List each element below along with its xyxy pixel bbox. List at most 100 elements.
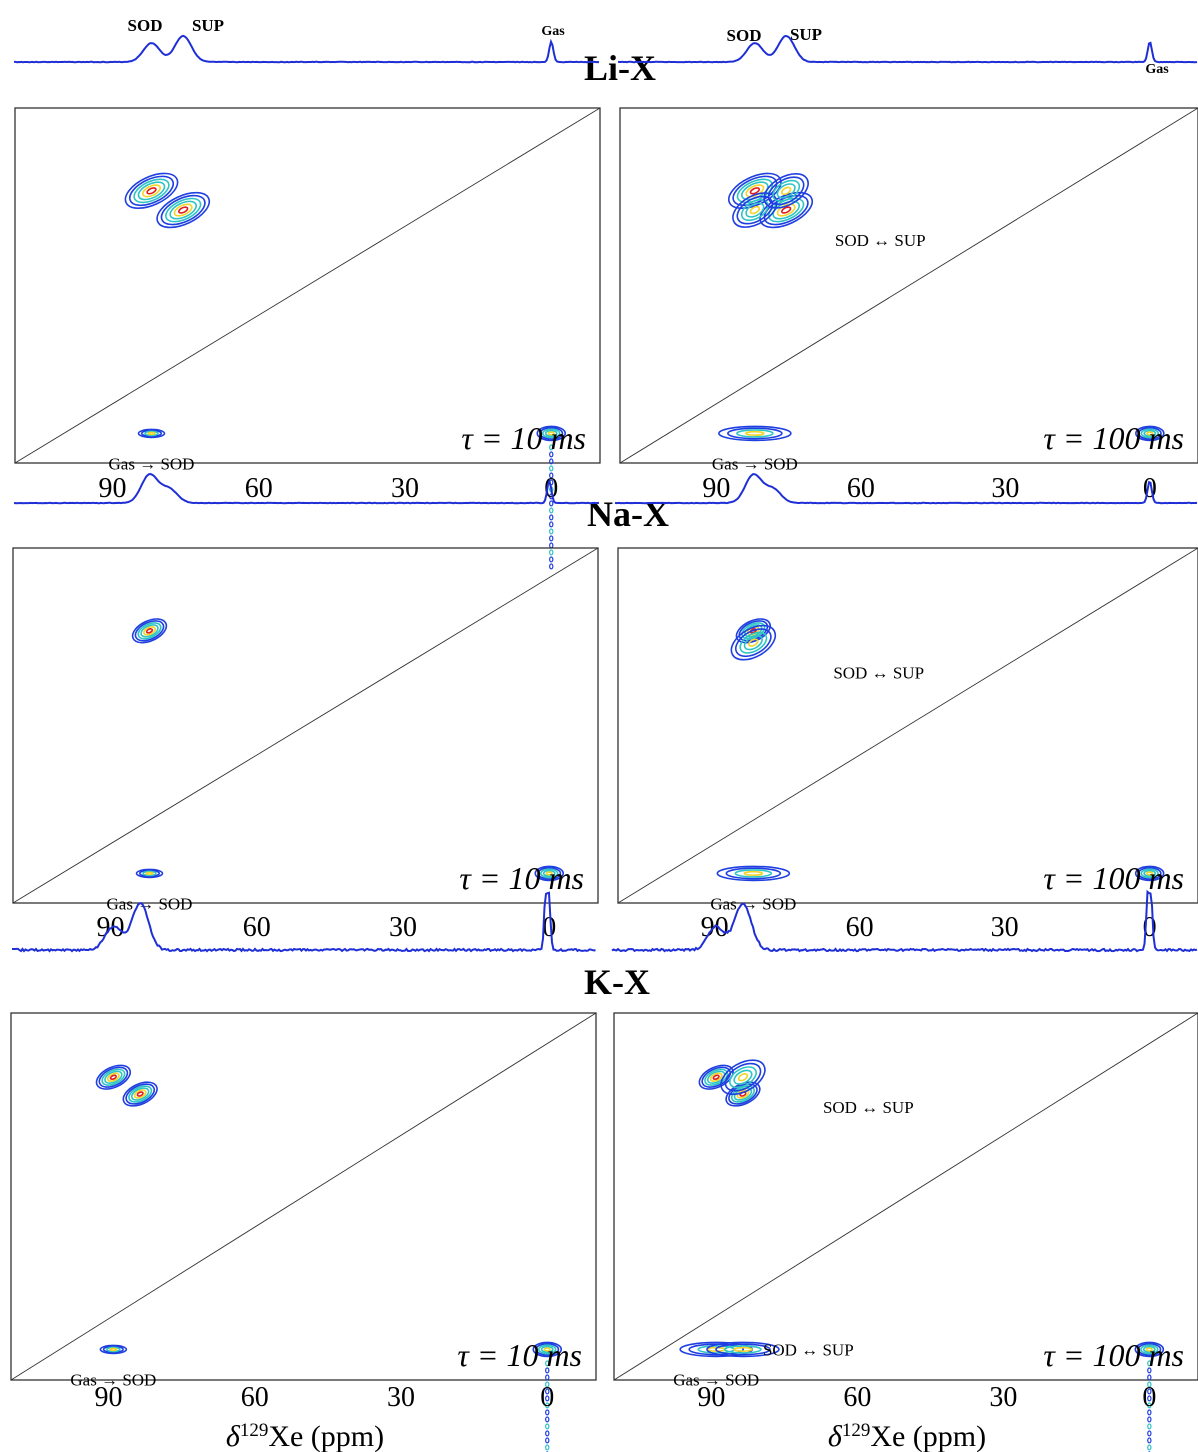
- cross-peak-2: [763, 172, 809, 209]
- contour-level: [745, 430, 765, 436]
- x-axis-title-right: δ129Xe (ppm): [828, 1420, 986, 1452]
- contour-level: [544, 429, 558, 438]
- diagonal-peak-sup: [725, 1081, 761, 1107]
- contour-level: [725, 867, 782, 880]
- ridge-mark: [549, 549, 554, 556]
- annotation-gas-to-sod: Gas → SOD: [673, 1370, 759, 1389]
- contour-level: [780, 186, 792, 196]
- ridge-mark: [549, 500, 554, 507]
- tick-label-90: 90: [99, 473, 127, 504]
- diagonal-line: [613, 1012, 1198, 1381]
- contour-level: [724, 1345, 762, 1354]
- contour-level: [749, 187, 761, 195]
- contour-level: [539, 427, 564, 440]
- contour-level: [538, 1344, 557, 1355]
- contour-level: [537, 867, 562, 880]
- contour-level: [1135, 425, 1165, 442]
- contour-level: [1146, 431, 1154, 436]
- ridge-mark: [549, 465, 554, 472]
- tick-label-60: 60: [243, 912, 271, 943]
- contour-level: [178, 206, 189, 214]
- contour-level: [733, 1069, 753, 1085]
- ridge-mark: [549, 444, 554, 451]
- contour-level: [543, 1347, 551, 1352]
- ridge-mark: [545, 1388, 550, 1395]
- contour-level: [142, 870, 157, 877]
- projection-spectrum: [614, 473, 1198, 505]
- ridge-mark: [545, 1360, 550, 1367]
- ridge-mark: [1147, 1395, 1152, 1402]
- plot-frame: [613, 1012, 1198, 1381]
- mixing-time-label: τ = 100 ms: [1043, 420, 1184, 456]
- ridge-mark: [545, 1381, 550, 1388]
- cross-peak-0: [716, 865, 791, 882]
- contour-level: [706, 1341, 780, 1358]
- cross-peak-0: [137, 428, 166, 439]
- ridge-mark: [545, 1409, 550, 1416]
- diagonal-peak-sod: [124, 172, 179, 209]
- contour-level: [727, 427, 783, 440]
- contour-level: [728, 1083, 758, 1105]
- plot-frame: [14, 107, 601, 464]
- diagonal-line: [14, 107, 601, 464]
- contour-level: [748, 638, 759, 647]
- contour-level: [128, 1085, 153, 1103]
- ridge-mark: [1147, 1388, 1152, 1395]
- contour-level: [749, 205, 761, 215]
- contour-level: [130, 1087, 150, 1101]
- annotation-sod-sup: SOD ↔ SUP: [833, 664, 924, 683]
- ridge-mark: [545, 1395, 550, 1402]
- projection-spectrum: [14, 34, 600, 64]
- diagonal-peak-gas: [536, 425, 567, 442]
- tick-label-0: 0: [540, 1382, 554, 1413]
- contour-level: [536, 425, 567, 442]
- contour-level: [763, 172, 809, 209]
- ridge-mark: [545, 1402, 550, 1409]
- annotation-sod-sup: SOD ↔ SUP: [763, 1340, 854, 1359]
- ridge-mark: [549, 535, 554, 542]
- contour-level: [147, 431, 156, 436]
- projection-spectrum: [617, 34, 1198, 64]
- mixing-time-label: τ = 10 ms: [461, 420, 586, 456]
- diagonal-peak-gas: [1135, 425, 1165, 442]
- contour-level: [146, 187, 157, 195]
- mixing-time-label: τ = 10 ms: [459, 860, 584, 896]
- ridge-mark: [545, 1430, 550, 1437]
- contour-level: [136, 1091, 144, 1097]
- contour-level: [133, 178, 170, 204]
- contour-level: [1140, 1344, 1159, 1355]
- ridge-mark: [549, 521, 554, 528]
- tick-label-0: 0: [1142, 1382, 1156, 1413]
- projection-spectrum: [611, 889, 1198, 953]
- contour-level: [740, 199, 769, 222]
- contour-level: [128, 175, 175, 207]
- contour-level: [1134, 1341, 1165, 1358]
- contour-level: [534, 865, 565, 882]
- tick-label-60: 60: [245, 473, 273, 504]
- mixing-time-label: τ = 100 ms: [1043, 860, 1184, 896]
- cross-peak-0: [99, 1344, 128, 1355]
- diagonal-peak-gas: [532, 1341, 563, 1358]
- contour-level: [1145, 1347, 1153, 1352]
- annotation-gas-to-sod: Gas → SOD: [712, 454, 798, 473]
- sample-label-k-x: K-X: [584, 962, 650, 1002]
- annotation-sod-sup: SOD ↔ SUP: [835, 231, 926, 250]
- contour-level: [734, 628, 772, 658]
- ridge-mark: [545, 1367, 550, 1374]
- tick-label-60: 60: [843, 1382, 871, 1413]
- contour-level: [109, 1074, 117, 1080]
- contour-level: [712, 1074, 720, 1080]
- cross-peak-1: [706, 1341, 780, 1358]
- contour-level: [733, 1346, 753, 1352]
- cross-peak-2: [720, 1059, 766, 1096]
- ridge-mark: [549, 528, 554, 535]
- diagonal-peak-sod: [131, 618, 168, 644]
- tick-label-90: 90: [697, 1382, 725, 1413]
- annotation-sod-sup: SOD ↔ SUP: [823, 1098, 914, 1117]
- tick-label-30: 30: [991, 912, 1019, 943]
- contour-level: [95, 1064, 132, 1090]
- contour-level: [124, 172, 179, 209]
- contour-level: [1137, 867, 1162, 880]
